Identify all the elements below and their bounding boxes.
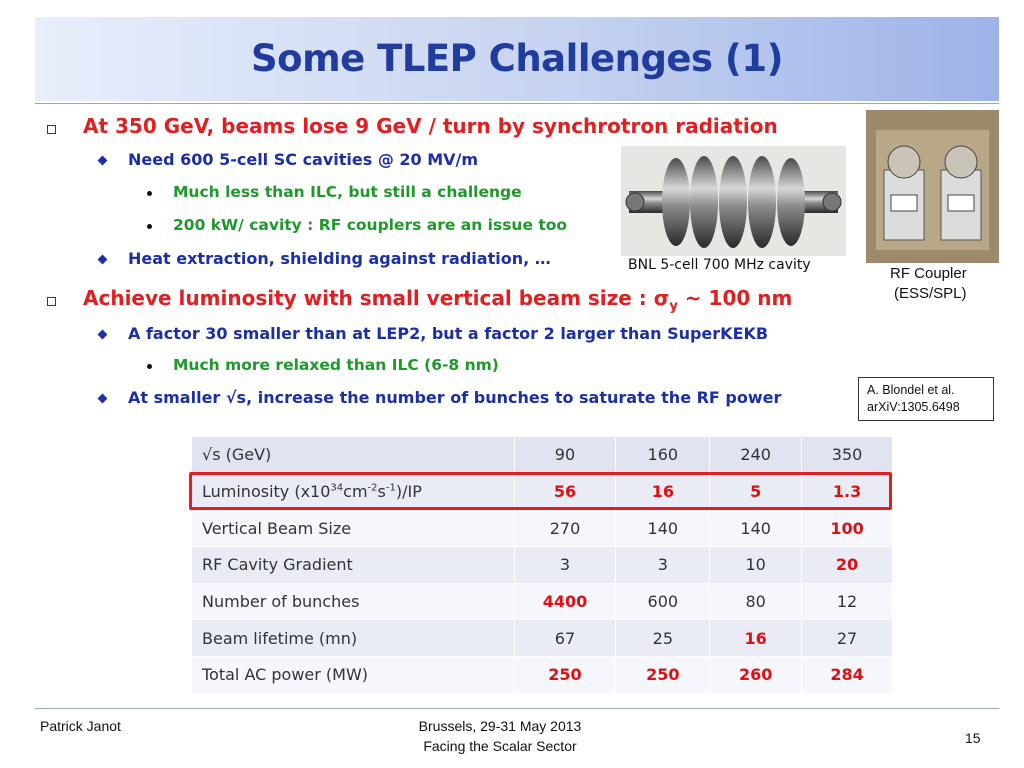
row-label: Luminosity (x1034cm-2s-1)/IP xyxy=(191,472,515,511)
footer-author: Patrick Janot xyxy=(40,718,121,734)
diamond-bullet-icon xyxy=(97,329,108,340)
bullet-factor-30: A factor 30 smaller than at LEP2, but a … xyxy=(128,324,769,343)
coupler-photo xyxy=(866,110,999,263)
table-cell: 250 xyxy=(615,656,711,694)
table-cell: 100 xyxy=(801,509,893,548)
bullet-luminosity: Achieve luminosity with small vertical b… xyxy=(83,286,792,314)
dot-bullet-icon xyxy=(147,191,152,196)
row-label: Total AC power (MW) xyxy=(191,656,515,694)
table-row-beam-lifetime: Beam lifetime (mn) 67 25 16 27 xyxy=(191,619,893,658)
bullet-ilc-challenge: Much less than ILC, but still a challeng… xyxy=(173,183,522,201)
coupler-caption-1: RF Coupler xyxy=(890,265,967,282)
diamond-bullet-icon xyxy=(97,254,108,265)
table-cell: 140 xyxy=(709,509,803,548)
cavity-photo xyxy=(621,146,846,256)
row-label: Vertical Beam Size xyxy=(191,509,515,548)
table-cell: 5 xyxy=(709,472,803,511)
header-cell: 240 xyxy=(709,436,803,474)
luminosity-highlight-box xyxy=(189,472,892,510)
table-cell: 16 xyxy=(709,619,803,658)
table-cell: 10 xyxy=(709,546,803,584)
title-bar: Some TLEP Challenges (1) xyxy=(35,17,999,101)
table-cell: 3 xyxy=(615,546,711,584)
row-label: Beam lifetime (mn) xyxy=(191,619,515,658)
table-cell: 250 xyxy=(513,656,617,694)
footer-venue-line1: Brussels, 29-31 May 2013 xyxy=(418,718,582,734)
table-cell: 27 xyxy=(801,619,893,658)
bullet-luminosity-value: ~ 100 nm xyxy=(677,286,793,310)
row-label: Number of bunches xyxy=(191,582,515,621)
square-bullet-icon xyxy=(47,125,56,134)
dot-bullet-icon xyxy=(147,224,152,229)
dot-bullet-icon xyxy=(147,364,152,369)
table-cell: 260 xyxy=(709,656,803,694)
diamond-bullet-icon xyxy=(97,155,108,166)
bullet-cavities: Need 600 5-cell SC cavities @ 20 MV/m xyxy=(128,150,479,169)
bullet-relaxed-ilc: Much more relaxed than ILC (6-8 nm) xyxy=(173,356,499,374)
table-cell: 600 xyxy=(615,582,711,621)
reference-arxiv: arXiV:1305.6498 xyxy=(867,400,960,414)
table-cell: 12 xyxy=(801,582,893,621)
table-cell: 270 xyxy=(513,509,617,548)
footer-venue-line2: Facing the Scalar Sector xyxy=(423,738,577,754)
table-cell: 25 xyxy=(615,619,711,658)
table-row-ac-power: Total AC power (MW) 250 250 260 284 xyxy=(191,656,893,694)
table-cell: 3 xyxy=(513,546,617,584)
top-divider xyxy=(35,103,999,104)
header-cell: 350 xyxy=(801,436,893,474)
cavity-illustration xyxy=(621,146,846,256)
page-number: 15 xyxy=(965,730,981,746)
table-cell: 4400 xyxy=(513,582,617,621)
cavity-caption: BNL 5-cell 700 MHz cavity xyxy=(628,257,811,273)
bullet-synchrotron: At 350 GeV, beams lose 9 GeV / turn by s… xyxy=(83,114,778,138)
reference-box: A. Blondel et al. arXiV:1305.6498 xyxy=(858,377,994,421)
table-row-bunches: Number of bunches 4400 600 80 12 xyxy=(191,582,893,621)
square-bullet-icon xyxy=(47,297,56,306)
sigma-subscript: y xyxy=(669,299,678,314)
table-cell: 67 xyxy=(513,619,617,658)
bullet-heat-extraction: Heat extraction, shielding against radia… xyxy=(128,249,551,268)
row-label: RF Cavity Gradient xyxy=(191,546,515,584)
table-header-row: √s (GeV) 90 160 240 350 xyxy=(191,436,893,474)
header-cell: 90 xyxy=(513,436,617,474)
slide-title: Some TLEP Challenges (1) xyxy=(251,37,784,80)
bottom-divider xyxy=(35,708,999,709)
bullet-rf-couplers: 200 kW/ cavity : RF couplers are an issu… xyxy=(173,216,568,234)
table-cell: 20 xyxy=(801,546,893,584)
table-row-rf-gradient: RF Cavity Gradient 3 3 10 20 xyxy=(191,546,893,584)
coupler-caption-2: (ESS/SPL) xyxy=(894,285,967,302)
coupler-illustration xyxy=(866,110,999,263)
table-cell: 80 xyxy=(709,582,803,621)
table-cell: 284 xyxy=(801,656,893,694)
table-cell: 140 xyxy=(615,509,711,548)
reference-authors: A. Blondel et al. xyxy=(867,383,955,397)
table-cell: 16 xyxy=(615,472,711,511)
bullet-luminosity-text: Achieve luminosity with small vertical b… xyxy=(83,286,654,310)
table-row-vertical-beam-size: Vertical Beam Size 270 140 140 100 xyxy=(191,509,893,548)
header-cell: 160 xyxy=(615,436,711,474)
diamond-bullet-icon xyxy=(97,393,108,404)
parameters-table: √s (GeV) 90 160 240 350 Luminosity (x103… xyxy=(191,436,893,694)
table-cell: 1.3 xyxy=(801,472,893,511)
bullet-smaller-sqrt-s: At smaller √s, increase the number of bu… xyxy=(128,388,782,407)
header-label: √s (GeV) xyxy=(191,436,515,474)
sigma-symbol: σ xyxy=(653,286,670,310)
